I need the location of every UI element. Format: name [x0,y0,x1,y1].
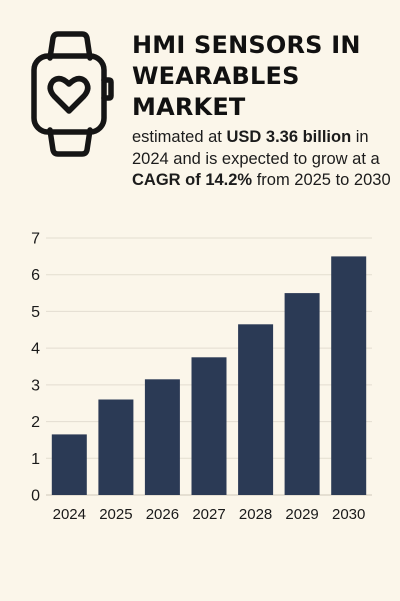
title-line-3: MARKET [132,93,246,121]
y-tick-label: 7 [31,231,40,248]
bar [284,293,320,495]
y-tick-label: 1 [31,451,40,468]
y-tick-label: 6 [31,267,40,284]
x-tick-label: 2024 [53,506,86,523]
x-tick-label: 2029 [285,506,318,523]
smartwatch-heart-icon [31,31,114,157]
y-tick-label: 4 [31,341,40,358]
desc-text-2: in 2024 and is expected to grow at a [132,128,380,168]
y-tick-label: 2 [31,414,40,431]
desc-text-1: estimated at [132,128,227,146]
bar [98,399,134,495]
y-tick-label: 0 [31,488,40,505]
x-tick-label: 2028 [239,506,272,523]
page-title: HMI SENSORS IN WEARABLES MARKET [132,30,392,123]
y-tick-label: 5 [31,304,40,321]
x-tick-label: 2025 [99,506,132,523]
bar-chart: 0 1 2 3 4 5 6 7 2024 2025 2026 2027 2028 2029 2030 [31,231,372,523]
title-line-2: WEARABLES [132,62,300,90]
x-tick-label: 2027 [192,506,225,523]
bar [238,324,274,495]
y-tick-label: 3 [31,377,40,394]
cagr-highlight: CAGR of 14.2% [132,171,253,189]
desc-text-3: from 2025 to 2030 [252,171,391,189]
bar [144,379,180,495]
x-tick-label: 2026 [146,506,179,523]
bar [191,357,227,495]
market-description: estimated at USD 3.36 billion in 2024 an… [132,127,394,192]
bar [331,256,367,495]
market-value-highlight: USD 3.36 billion [226,128,352,146]
x-tick-label: 2030 [332,506,365,523]
title-line-1: HMI SENSORS IN [132,31,361,59]
bar [51,434,87,495]
